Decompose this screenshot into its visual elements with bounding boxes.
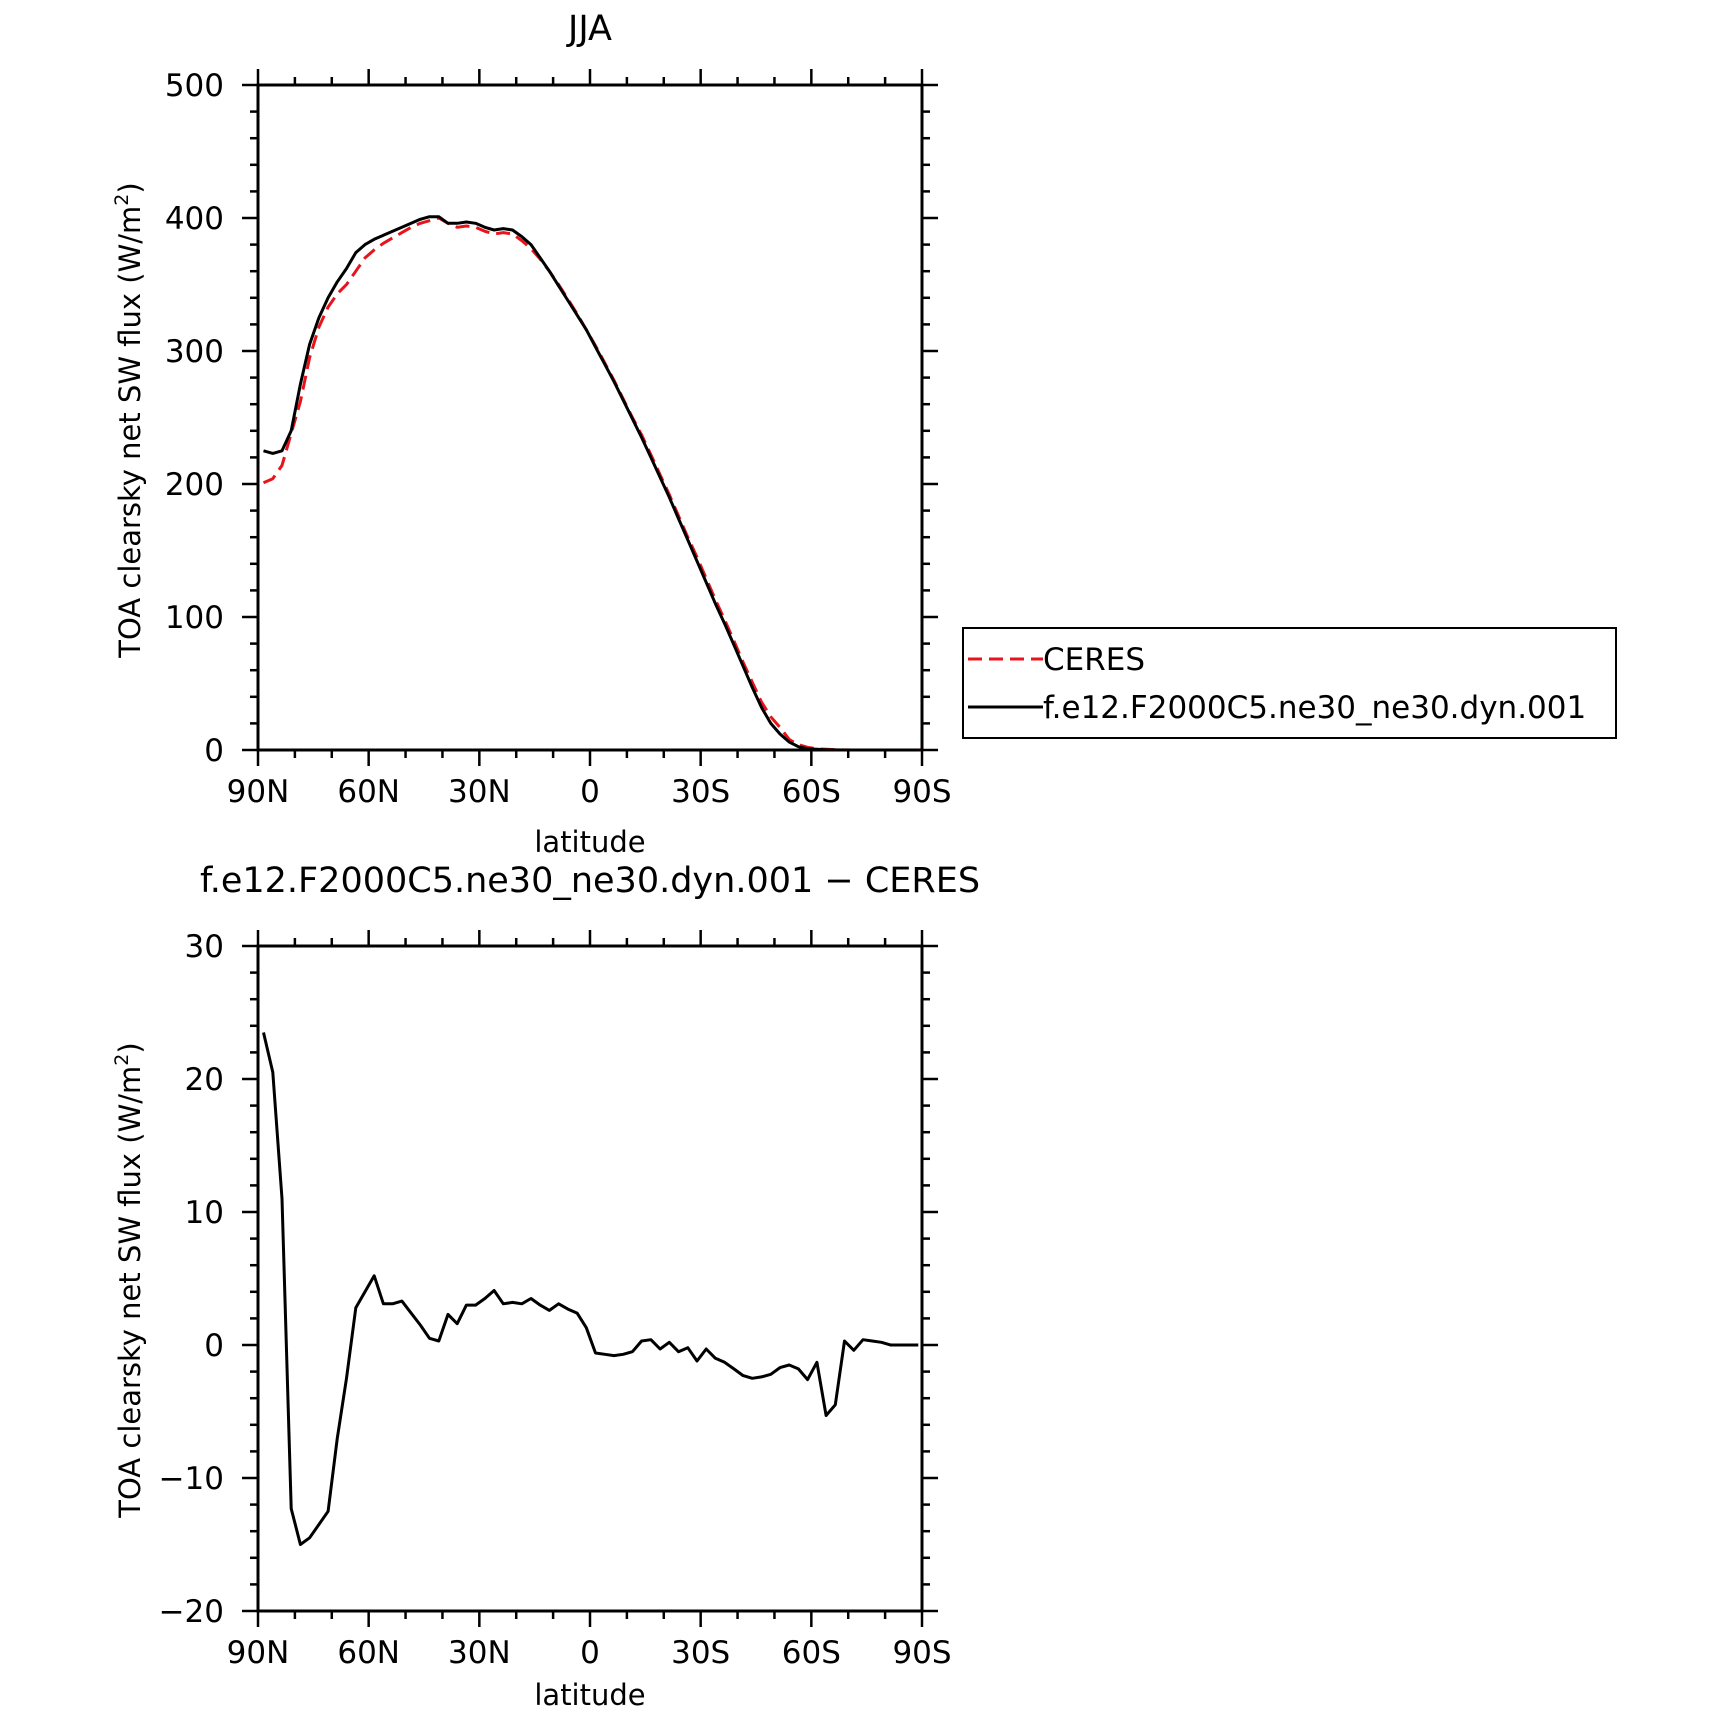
y-tick-label-bottom: 30 — [185, 929, 224, 965]
y-tick-label-top: 500 — [165, 68, 224, 104]
x-tick-label-bottom: 90N — [227, 1635, 290, 1671]
y-tick-label-top: 200 — [165, 467, 224, 503]
y-tick-label-top: 0 — [204, 733, 224, 769]
legend-label-model: f.e12.F2000C5.ne30_ne30.dyn.001 — [1043, 690, 1586, 726]
x-tick-label-top: 60S — [782, 774, 841, 810]
x-tick-label-top: 0 — [580, 774, 600, 810]
y-axis-label-top-main: TOA clearsky net SW flux (W/m — [113, 206, 147, 659]
legend: CERES f.e12.F2000C5.ne30_ne30.dyn.001 — [962, 627, 1617, 739]
y-axis-label-top: TOA clearsky net SW flux (W/m2) — [111, 182, 147, 658]
y-tick-label-bottom: 0 — [204, 1328, 224, 1364]
y-tick-label-bottom: 20 — [185, 1062, 224, 1098]
y-axis-label-top-sup: 2 — [111, 194, 133, 206]
x-axis-label-top: latitude — [534, 825, 645, 859]
plot-frame-bottom — [256, 944, 924, 1613]
y-tick-label-top: 100 — [165, 600, 224, 636]
x-tick-label-bottom: 0 — [580, 1635, 600, 1671]
y-axis-label-bottom-sup: 2 — [111, 1054, 133, 1066]
x-tick-label-bottom: 60N — [337, 1635, 400, 1671]
x-tick-label-top: 30N — [448, 774, 511, 810]
y-tick-label-top: 400 — [165, 201, 224, 237]
y-tick-label-bottom: −20 — [159, 1594, 224, 1630]
x-tick-label-bottom: 30N — [448, 1635, 511, 1671]
series-line-top-1 — [263, 215, 919, 752]
series-line-bottom-0 — [262, 1032, 919, 1546]
x-tick-label-bottom: 60S — [782, 1635, 841, 1671]
x-tick-label-top: 30S — [671, 774, 730, 810]
x-tick-label-bottom: 90S — [892, 1635, 951, 1671]
x-tick-label-top: 90S — [892, 774, 951, 810]
plot-frame-top — [256, 83, 924, 752]
x-tick-label-bottom: 30S — [671, 1635, 730, 1671]
y-tick-label-bottom: 10 — [185, 1195, 224, 1231]
legend-frame — [962, 627, 1617, 739]
y-tick-label-bottom: −10 — [159, 1461, 224, 1497]
x-axis-label-bottom: latitude — [534, 1678, 645, 1712]
x-tick-label-top: 90N — [227, 774, 290, 810]
series-line-top-0 — [262, 216, 919, 752]
y-axis-label-top-tail: ) — [113, 182, 147, 193]
y-axis-label-bottom: TOA clearsky net SW flux (W/m2) — [111, 1042, 147, 1518]
x-tick-label-top: 60N — [337, 774, 400, 810]
y-tick-label-top: 300 — [165, 334, 224, 370]
y-axis-label-bottom-tail: ) — [113, 1042, 147, 1053]
chart-title-top: JJA — [566, 9, 612, 49]
y-axis-label-bottom-main: TOA clearsky net SW flux (W/m — [113, 1066, 147, 1519]
chart-title-bottom: f.e12.F2000C5.ne30_ne30.dyn.001 − CERES — [200, 861, 980, 901]
legend-label-ceres: CERES — [1043, 642, 1145, 678]
